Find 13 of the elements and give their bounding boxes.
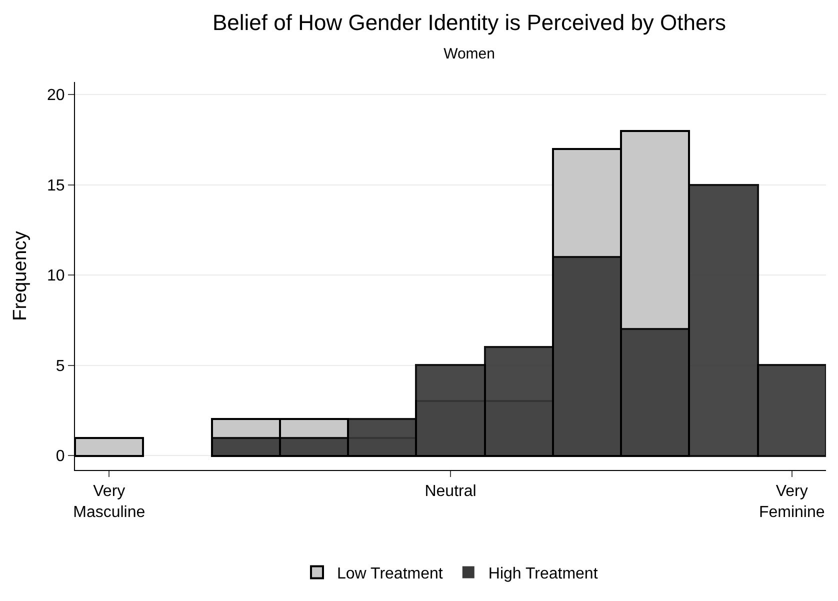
x-tick-label: Very Feminine [758,483,825,521]
x-tick-label: Neutral [424,483,476,500]
x-tick-label: Very Masculine [73,483,146,521]
chart-title: Belief of How Gender Identity is Perceived by Others [212,10,726,36]
legend-label: Low Treatment [337,566,444,582]
y-axis-title: Frequency [10,230,31,321]
y-tick-label: 0 [56,448,65,466]
y-tick-label: 10 [47,268,65,285]
legend-label: High Treatment [488,566,598,582]
y-tick-label: 15 [47,177,65,194]
y-tick-label: 5 [56,358,65,375]
y-tick-label: 20 [47,87,65,104]
chart-subtitle: Women [444,46,495,63]
